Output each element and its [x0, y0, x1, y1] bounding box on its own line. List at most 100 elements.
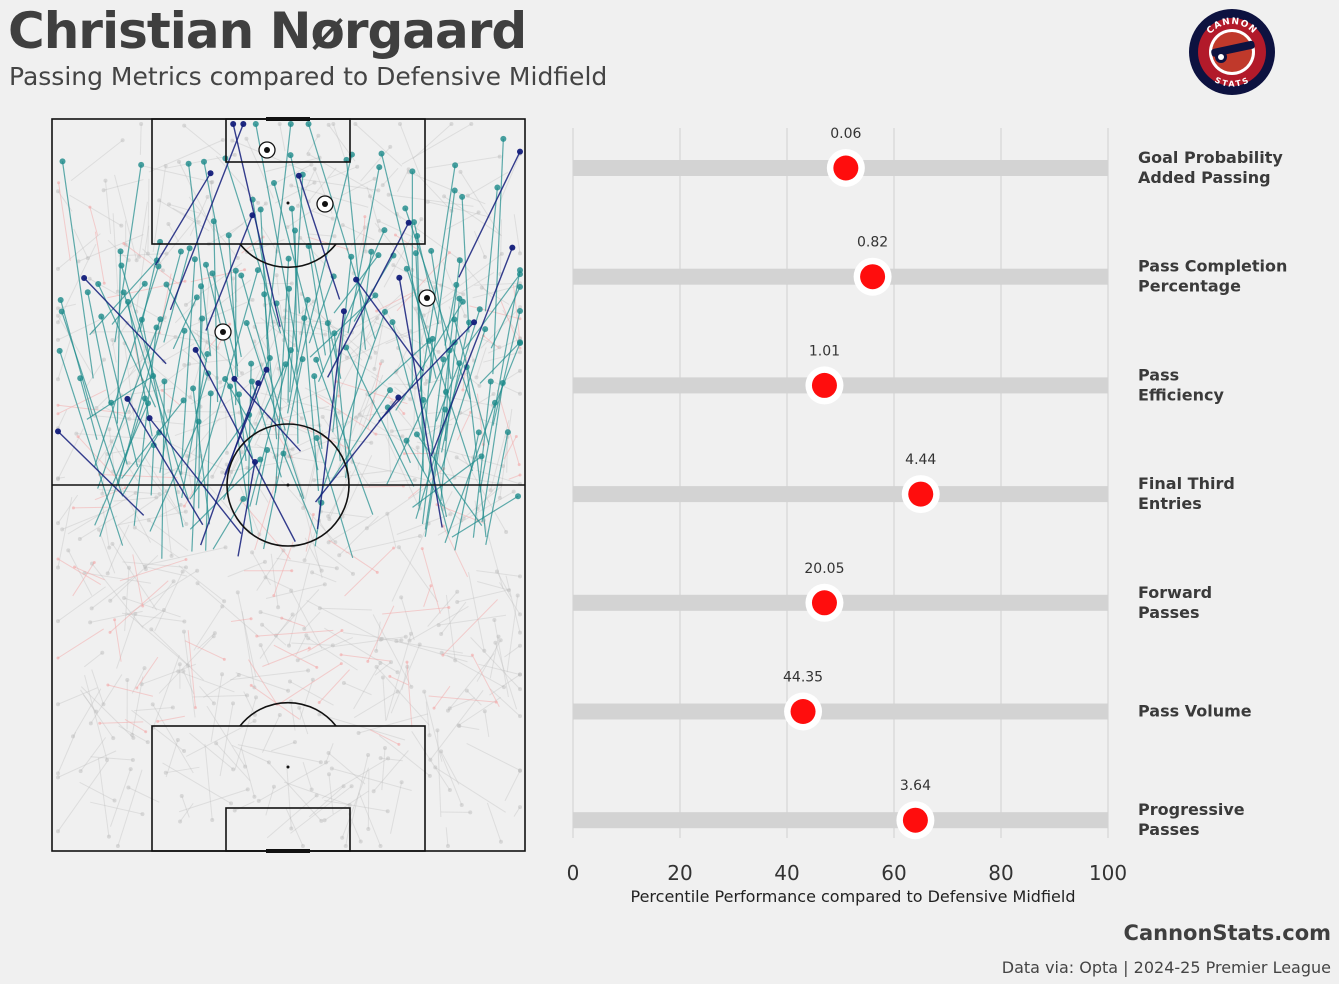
pass-line: [386, 411, 392, 479]
pass-end: [374, 664, 379, 669]
metric-label: Entries: [1138, 494, 1202, 513]
pass-line: [110, 768, 132, 827]
pass-line: [366, 186, 381, 231]
metric-label: Passes: [1138, 603, 1200, 622]
pass-line: [84, 652, 103, 668]
pass-end: [209, 270, 216, 277]
pass-line: [240, 747, 255, 797]
metric-label: Pass: [1138, 365, 1179, 384]
metric-dot: [908, 481, 934, 507]
pass-line: [362, 485, 404, 488]
pass-end: [81, 274, 88, 281]
pass-end: [56, 521, 60, 526]
pass-line: [70, 139, 123, 182]
pass-end: [134, 258, 139, 263]
pass-end: [381, 227, 388, 234]
pass-line: [261, 714, 281, 753]
pass-line: [97, 757, 110, 837]
pass-line: [114, 174, 138, 261]
pass-end: [166, 409, 171, 414]
pass-line: [141, 663, 196, 685]
pass-end: [440, 356, 447, 363]
pass-end: [130, 732, 135, 737]
pass-end: [182, 123, 187, 128]
pass-end: [319, 568, 324, 573]
pass-end: [220, 470, 225, 475]
pass-line: [327, 461, 361, 517]
pass-line: [233, 378, 302, 452]
pass-line: [211, 457, 223, 478]
pass-line: [368, 340, 430, 397]
pass-line: [347, 167, 380, 334]
pass-line: [282, 453, 318, 535]
pass-line: [427, 201, 492, 218]
pass-end: [256, 200, 261, 205]
pass-end: [304, 296, 311, 303]
pass-end: [517, 148, 523, 155]
pass-line: [378, 735, 431, 777]
pass-end: [199, 315, 206, 322]
pass-line: [162, 762, 232, 804]
pass-end: [399, 595, 404, 600]
pass-line: [258, 760, 330, 802]
pass-line: [213, 221, 219, 403]
pass-end: [84, 289, 91, 296]
pass-end: [92, 561, 96, 565]
pass-end: [304, 633, 309, 638]
pass-end: [250, 550, 255, 555]
pass-line: [470, 637, 521, 690]
football-icon-patch: [322, 201, 328, 207]
pass-line: [139, 123, 142, 155]
pass-end: [126, 460, 131, 465]
pass-end: [184, 558, 188, 562]
pass-line: [198, 286, 202, 509]
pass-line: [147, 178, 150, 254]
pass-line: [381, 747, 386, 791]
pass-end: [56, 702, 60, 707]
pass-end: [332, 234, 337, 239]
pass-end: [188, 395, 193, 400]
pass-end: [405, 219, 412, 226]
pass-line: [281, 617, 306, 627]
pass-end: [311, 373, 318, 380]
pass-end: [391, 263, 396, 268]
pass-line: [444, 284, 457, 346]
pass-line: [291, 185, 369, 208]
pass-end: [331, 330, 338, 337]
pass-line: [425, 156, 500, 169]
pass-line: [440, 298, 460, 501]
pass-end: [264, 446, 271, 453]
pass-end: [518, 574, 522, 579]
pass-end: [142, 666, 147, 671]
pass-line: [333, 254, 379, 314]
pass-end: [78, 769, 83, 774]
pass-end: [497, 154, 502, 159]
pass-line: [90, 801, 143, 815]
pass-line: [306, 135, 319, 155]
pass-line: [369, 729, 400, 745]
metric-value-label: 3.64: [900, 778, 931, 794]
pass-line: [123, 292, 189, 500]
pass-end: [144, 730, 148, 734]
pass-line: [57, 761, 108, 832]
pass-end: [57, 181, 61, 185]
pass-end: [285, 255, 292, 262]
pass-end: [514, 434, 518, 438]
pass-line: [489, 688, 521, 717]
pass-line: [178, 565, 225, 602]
pass-end: [286, 688, 291, 693]
pass-end: [155, 263, 162, 270]
pass-line: [332, 123, 347, 163]
pass-end: [243, 764, 248, 769]
pass-line: [256, 629, 334, 637]
pass-line: [457, 588, 511, 603]
pass-end: [56, 557, 60, 561]
pass-line: [302, 762, 313, 790]
pass-line: [464, 273, 521, 350]
pass-line: [506, 436, 508, 473]
pass-end: [433, 765, 438, 770]
pass-line: [249, 350, 292, 507]
pass-line: [181, 795, 190, 818]
svg-text:STATS: STATS: [1213, 75, 1250, 88]
pass-end: [432, 706, 436, 710]
